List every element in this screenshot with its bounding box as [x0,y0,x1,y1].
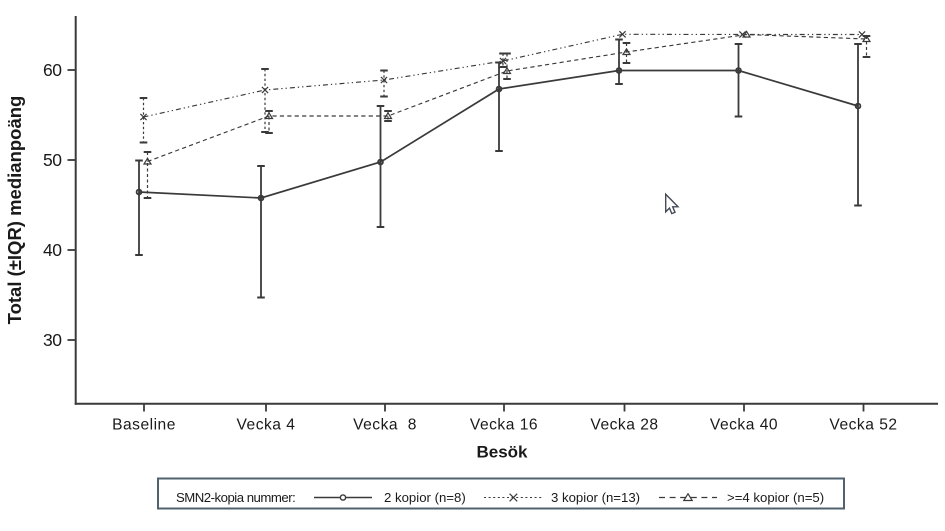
svg-text:2 kopior (n=8): 2 kopior (n=8) [384,490,466,505]
svg-text:Vecka 40: Vecka 40 [710,417,778,434]
svg-text:40: 40 [43,240,62,260]
svg-text:Vecka 4: Vecka 4 [237,417,296,434]
svg-text:50: 50 [43,150,62,170]
svg-text:3 kopior (n=13): 3 kopior (n=13) [551,490,640,505]
svg-text:30: 30 [43,330,62,350]
svg-text:Vecka 28: Vecka 28 [590,417,658,434]
svg-text:Vecka 8: Vecka 8 [353,417,417,434]
svg-text:>=4 kopior (n=5): >=4 kopior (n=5) [727,490,824,505]
svg-text:60: 60 [43,60,62,80]
svg-text:Vecka 52: Vecka 52 [829,417,897,434]
svg-text:Baseline: Baseline [112,417,176,434]
svg-text:Besök: Besök [476,443,528,462]
svg-text:Vecka 16: Vecka 16 [470,417,538,434]
svg-text:Total (±IQR) medianpoäng: Total (±IQR) medianpoäng [4,96,25,325]
svg-text:SMN2-kopia nummer:: SMN2-kopia nummer: [176,490,295,505]
